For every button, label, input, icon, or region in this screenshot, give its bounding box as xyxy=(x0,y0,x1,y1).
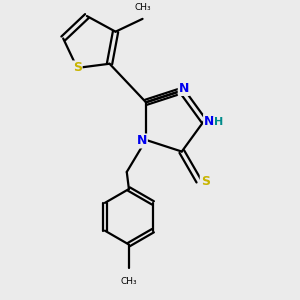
Text: CH₃: CH₃ xyxy=(121,277,137,286)
Text: H: H xyxy=(214,117,224,127)
Text: N: N xyxy=(204,115,214,128)
Text: CH₃: CH₃ xyxy=(134,4,151,13)
Text: N: N xyxy=(136,134,147,148)
Text: N: N xyxy=(179,82,189,95)
Text: S: S xyxy=(73,61,82,74)
Text: S: S xyxy=(201,175,210,188)
